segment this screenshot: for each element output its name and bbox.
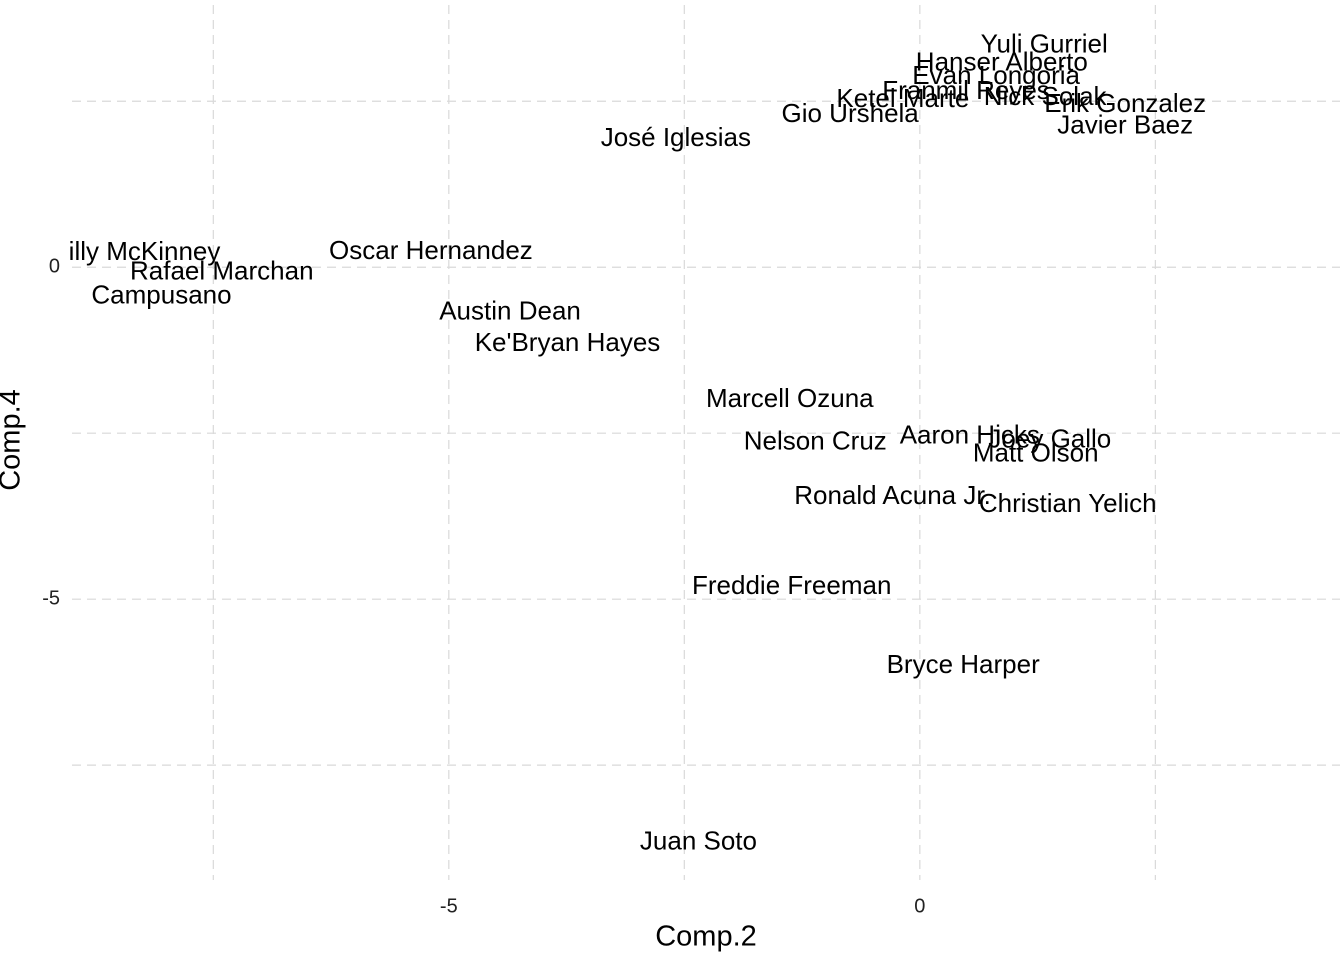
grid bbox=[72, 5, 1340, 880]
point-label: Aaron Hicks bbox=[900, 419, 1040, 449]
point-label: Nelson Cruz bbox=[744, 425, 887, 455]
y-axis-title: Comp.4 bbox=[0, 389, 27, 491]
point-label: Ronald Acuna Jr. bbox=[794, 480, 991, 510]
point-label: Marcell Ozuna bbox=[706, 383, 874, 413]
point-label: Erik Gonzalez bbox=[1044, 88, 1206, 118]
point-label: Evan Longoria bbox=[912, 60, 1080, 90]
y-tick-label: -5 bbox=[42, 587, 60, 609]
y-tick-label: 0 bbox=[49, 256, 60, 278]
point-label: Austin Dean bbox=[439, 295, 581, 325]
point-label: illy McKinney bbox=[69, 236, 221, 266]
point-label: Bryce Harper bbox=[887, 649, 1040, 679]
point-label: Ke'Bryan Hayes bbox=[475, 327, 661, 357]
point-label: José Iglesias bbox=[601, 122, 751, 152]
point-label: Javier Baez bbox=[1057, 109, 1193, 139]
point-label: Ketel Marte bbox=[836, 83, 969, 113]
point-label: Rafael Marchan bbox=[130, 255, 314, 285]
point-label: Joey Gallo bbox=[988, 423, 1111, 453]
point-label: Franmil Reyes bbox=[882, 75, 1050, 105]
x-axis-title: Comp.2 bbox=[655, 921, 757, 953]
point-label: Hanser Alberto bbox=[916, 46, 1088, 76]
x-tick-label: -5 bbox=[440, 895, 458, 917]
point-label: Campusano bbox=[91, 279, 231, 309]
point-label: Oscar Hernandez bbox=[329, 235, 533, 265]
point-label: Juan Soto bbox=[640, 826, 757, 856]
point-label: Christian Yelich bbox=[979, 488, 1157, 518]
point-label: Freddie Freeman bbox=[692, 570, 891, 600]
point-label: Yuli Gurriel bbox=[981, 28, 1108, 58]
point-label: Gio Urshela bbox=[781, 98, 919, 128]
point-label: Nick Solak bbox=[984, 81, 1108, 111]
x-tick-label: 0 bbox=[914, 895, 925, 917]
point-label: Matt Olson bbox=[973, 437, 1099, 467]
